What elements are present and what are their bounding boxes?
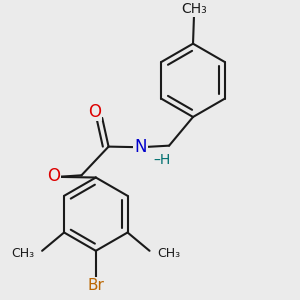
Text: O: O — [47, 167, 60, 185]
Text: CH₃: CH₃ — [11, 248, 34, 260]
Text: –H: –H — [153, 153, 170, 167]
Text: Br: Br — [87, 278, 104, 293]
Text: N: N — [134, 138, 147, 156]
Text: CH₃: CH₃ — [158, 248, 181, 260]
Text: CH₃: CH₃ — [181, 2, 207, 16]
Text: O: O — [88, 103, 101, 121]
